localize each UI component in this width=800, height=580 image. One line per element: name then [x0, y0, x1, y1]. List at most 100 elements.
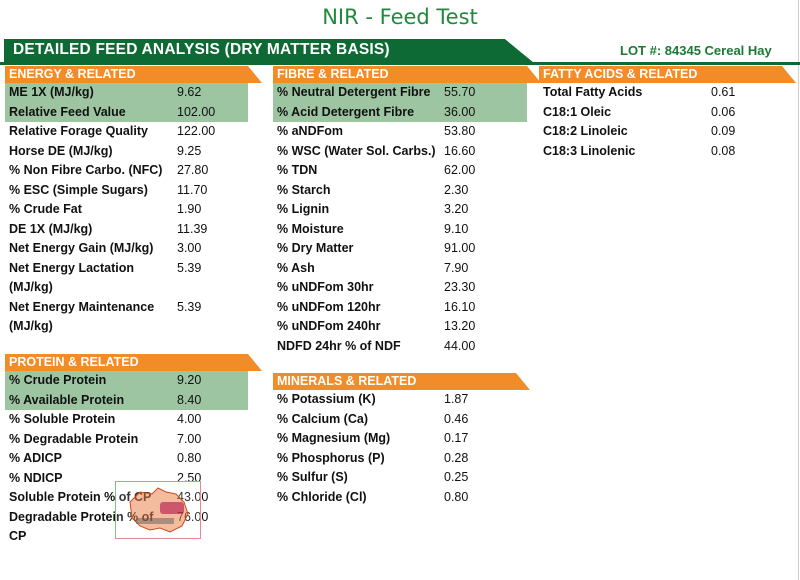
row-value: 0.61 — [711, 85, 736, 99]
page-border — [798, 0, 799, 580]
row-label: % Dry Matter — [277, 241, 354, 255]
row-value: 8.40 — [177, 392, 202, 407]
row-label: % Starch — [277, 182, 331, 197]
protein-section: PROTEIN & RELATED % Crude Protein 9.20 % … — [5, 354, 262, 547]
row-value: 91.00 — [444, 241, 476, 255]
table-row: % ADICP 0.80 — [5, 449, 248, 469]
table-row: % uNDFom 30hr 23.30 — [273, 278, 527, 298]
row-label: % ADICP — [9, 451, 63, 465]
table-row: % aNDFom 53.80 — [273, 122, 527, 142]
table-row: % Calcium (Ca) 0.46 — [273, 410, 516, 430]
row-label: % Sulfur (S) — [277, 470, 348, 484]
row-value: 27.80 — [177, 163, 209, 177]
table-row: % Available Protein 8.40 — [5, 390, 248, 410]
row-label: % Degradable Protein — [9, 431, 139, 446]
table-row: C18:2 Linoleic 0.09 — [539, 122, 782, 142]
row-label: % Magnesium (Mg) — [277, 431, 391, 445]
table-row: % Degradable Protein 7.00 — [5, 430, 248, 450]
row-label: % WSC (Water Sol. Carbs.) — [277, 143, 436, 158]
row-value: 11.70 — [177, 182, 208, 197]
table-row: % uNDFom 240hr 13.20 — [273, 317, 527, 337]
row-label: Degradable Protein % of CP — [9, 508, 153, 547]
row-label: % Neutral Detergent Fibre — [277, 85, 431, 99]
table-row: % Sulfur (S) 0.25 — [273, 468, 516, 488]
row-label: % uNDFom 30hr — [277, 280, 374, 294]
row-label: % Ash — [277, 260, 315, 275]
table-row: % Neutral Detergent Fibre 55.70 — [273, 83, 527, 103]
table-row: Horse DE (MJ/kg) 9.25 — [5, 142, 248, 162]
table-row: % Starch 2.30 — [273, 181, 527, 201]
fatty-acids-section: FATTY ACIDS & RELATED Total Fatty Acids 0… — [539, 66, 796, 161]
row-label: C18:1 Oleic — [543, 104, 612, 119]
row-value: 102.00 — [177, 104, 216, 119]
row-value: 0.28 — [444, 450, 469, 465]
row-label: ME 1X (MJ/kg) — [9, 85, 94, 99]
row-label: % Moisture — [277, 221, 344, 236]
row-value: 44.00 — [444, 338, 476, 353]
row-label: C18:2 Linoleic — [543, 124, 628, 138]
table-row: ME 1X (MJ/kg) 9.62 — [5, 83, 248, 103]
minerals-section: MINERALS & RELATED % Potassium (K) 1.87 %… — [273, 373, 530, 507]
row-label: Net Energy Maintenance (MJ/kg) — [9, 298, 154, 337]
row-label: % TDN — [277, 163, 318, 177]
table-row: Net Energy Gain (MJ/kg) 3.00 — [5, 239, 248, 259]
row-label: DE 1X (MJ/kg) — [9, 221, 93, 236]
row-value: 5.39 — [177, 299, 202, 314]
row-value: 122.00 — [177, 124, 216, 138]
row-value: 0.09 — [711, 124, 736, 138]
row-label: % Crude Fat — [9, 202, 82, 216]
table-row: C18:1 Oleic 0.06 — [539, 103, 782, 123]
row-value: 9.62 — [177, 85, 202, 99]
row-value: 62.00 — [444, 163, 476, 177]
row-value: 0.46 — [444, 411, 469, 426]
table-row: % Crude Protein 9.20 — [5, 371, 248, 391]
table-row: % Non Fibre Carbo. (NFC) 27.80 — [5, 161, 248, 181]
australia-map-icon — [129, 487, 189, 533]
row-value: 5.39 — [177, 260, 202, 275]
row-label-line2: CP — [9, 529, 27, 543]
fibre-heading: FIBRE & RELATED — [273, 66, 541, 83]
row-label: % NDICP — [9, 470, 63, 485]
row-value: 4.00 — [177, 412, 202, 426]
row-label: Horse DE (MJ/kg) — [9, 143, 113, 158]
row-label: % Chloride (Cl) — [277, 489, 367, 504]
row-value: 3.20 — [444, 202, 469, 216]
protein-heading: PROTEIN & RELATED — [5, 354, 262, 371]
analysis-banner — [4, 39, 534, 63]
table-row: Relative Feed Value 102.00 — [5, 102, 248, 122]
table-row: % Ash 7.90 — [273, 259, 527, 279]
row-value: 7.90 — [444, 260, 469, 275]
row-value: 1.90 — [177, 202, 202, 216]
table-row: Total Fatty Acids 0.61 — [539, 83, 782, 103]
table-row: % Acid Detergent Fibre 36.00 — [273, 102, 527, 122]
table-row: % WSC (Water Sol. Carbs.) 16.60 — [273, 142, 527, 162]
row-value: 0.08 — [711, 143, 736, 158]
row-value: 13.20 — [444, 319, 476, 333]
row-value: 9.25 — [177, 143, 202, 158]
row-value: 16.10 — [444, 299, 476, 314]
minerals-heading: MINERALS & RELATED — [273, 373, 530, 390]
table-row: % ESC (Simple Sugars) 11.70 — [5, 181, 248, 201]
energy-heading: ENERGY & RELATED — [5, 66, 262, 83]
row-label: Net Energy Gain (MJ/kg) — [9, 241, 154, 255]
row-value: 16.60 — [444, 143, 476, 158]
row-label: NDFD 24hr % of NDF — [277, 338, 401, 353]
table-row: % Crude Fat 1.90 — [5, 200, 248, 220]
table-row: % Potassium (K) 1.87 — [273, 390, 516, 410]
row-value: 3.00 — [177, 241, 202, 255]
row-value: 9.10 — [444, 221, 469, 236]
row-label: % Soluble Protein — [9, 412, 116, 426]
row-label: % Lignin — [277, 202, 330, 216]
table-row: % Dry Matter 91.00 — [273, 239, 527, 259]
banner-underline — [0, 62, 800, 65]
row-value: 1.87 — [444, 392, 469, 406]
row-value: 0.80 — [444, 489, 469, 504]
row-label: Relative Feed Value — [9, 104, 126, 119]
row-label: % Crude Protein — [9, 373, 107, 387]
row-label: % Available Protein — [9, 392, 125, 407]
fatty-acids-heading: FATTY ACIDS & RELATED — [539, 66, 796, 83]
row-value: 23.30 — [444, 280, 476, 294]
table-row: DE 1X (MJ/kg) 11.39 — [5, 220, 248, 240]
row-label-line1: Net Energy Maintenance — [9, 299, 155, 314]
row-value: 11.39 — [177, 221, 208, 236]
